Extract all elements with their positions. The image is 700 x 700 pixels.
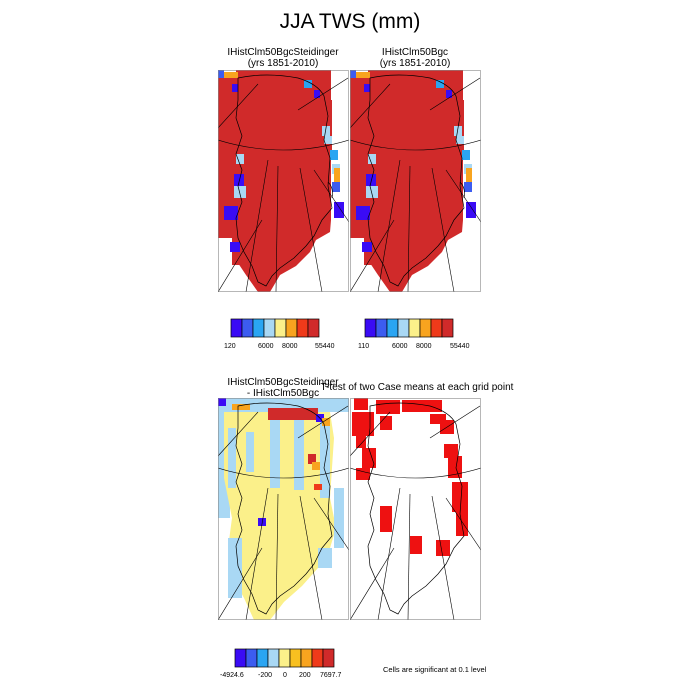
map-top-right (350, 70, 481, 292)
colorbar-top-left-swatches (230, 318, 320, 338)
colorbar-difference-swatches (234, 648, 335, 668)
colorbar-top-right-label-0: 110 (358, 343, 370, 350)
colorbar-top-left-label-1: 6000 (258, 343, 274, 350)
panel-title-top-right-line2: (yrs 1851-2010) (379, 58, 451, 69)
colorbar-difference-swatch (267, 648, 280, 668)
panel-title-bottom-left-line1: IHistClm50BgcSteidinger (227, 377, 339, 388)
colorbar-top-right-swatch (386, 318, 399, 338)
graticule (218, 405, 349, 620)
colorbar-difference (234, 648, 344, 673)
colorbar-top-left-swatch (230, 318, 243, 338)
colorbar-top-right (364, 318, 466, 343)
panel-title-top-right-line1: IHistClm50Bgc (381, 47, 449, 58)
panel-title-top-left-line2: (yrs 1851-2010) (247, 58, 319, 69)
ice-sheet-field (350, 70, 464, 292)
panel-title-bottom-left: IHistClm50BgcSteidinger - IHistClm50Bgc (218, 377, 348, 399)
map-bottom-right-significance (350, 398, 481, 620)
colorbar-top-right-swatch (408, 318, 421, 338)
significance-note: Cells are significant at 0.1 level (383, 665, 487, 674)
map-bottom-left-difference (218, 398, 349, 620)
colorbar-difference-swatch (256, 648, 269, 668)
colorbar-top-right-swatches (364, 318, 454, 338)
panel-title-bottom-left-line2: - IHistClm50Bgc (246, 388, 320, 399)
coastline (367, 402, 465, 615)
colorbar-top-right-swatch (419, 318, 432, 338)
panel-title-bottom-right: T-test of two Case means at each grid po… (320, 382, 514, 393)
colorbar-difference-label-1: -200 (258, 672, 273, 679)
colorbar-difference-label-4: 7697.7 (320, 672, 342, 679)
significant-cells (352, 398, 468, 556)
coastline (235, 402, 333, 615)
figure-title: JJA TWS (mm) (279, 10, 421, 33)
colorbar-difference-label-2: 0 (283, 672, 287, 679)
colorbar-top-left-swatch (307, 318, 320, 338)
graticule (350, 77, 481, 292)
colorbar-top-right-label-1: 6000 (392, 343, 408, 350)
colorbar-difference-swatch (300, 648, 313, 668)
colorbar-difference-swatch (289, 648, 302, 668)
colorbar-top-left-swatch (296, 318, 309, 338)
colorbar-difference-labels: -4924.6 -200 0 200 7697.7 (220, 672, 350, 682)
graticule (218, 77, 349, 292)
panel-title-top-left: IHistClm50BgcSteidinger (yrs 1851-2010) (218, 47, 348, 69)
coastline (367, 74, 465, 287)
colorbar-top-left-swatch (263, 318, 276, 338)
colorbar-top-right-swatch (375, 318, 388, 338)
colorbar-top-left-swatch (252, 318, 265, 338)
coastline (235, 74, 333, 287)
colorbar-top-right-labels: 110 6000 8000 55440 (358, 343, 476, 353)
colorbar-top-right-label-3: 55440 (450, 343, 470, 350)
map-top-left (218, 70, 349, 292)
colorbar-top-left-label-2: 8000 (282, 343, 298, 350)
colorbar-top-left-swatch (274, 318, 287, 338)
colorbar-top-right-label-2: 8000 (416, 343, 432, 350)
colorbar-top-right-swatch (364, 318, 377, 338)
coastal-cells (218, 70, 344, 252)
colorbar-difference-swatch (234, 648, 247, 668)
panel-title-top-right: IHistClm50Bgc (yrs 1851-2010) (350, 47, 480, 69)
colorbar-top-right-swatch (441, 318, 454, 338)
colorbar-difference-swatch (311, 648, 324, 668)
colorbar-top-right-swatch (430, 318, 443, 338)
colorbar-difference-label-3: 200 (299, 672, 311, 679)
colorbar-top-left-swatch (285, 318, 298, 338)
colorbar-top-left-label-0: 120 (224, 343, 236, 350)
colorbar-top-left-labels: 120 6000 8000 55440 (224, 343, 334, 353)
colorbar-difference-swatch (278, 648, 291, 668)
colorbar-difference-swatch (322, 648, 335, 668)
colorbar-difference-swatch (245, 648, 258, 668)
colorbar-difference-label-0: -4924.6 (220, 672, 244, 679)
graticule (350, 405, 481, 620)
colorbar-top-left-swatch (241, 318, 254, 338)
colorbar-top-right-swatch (397, 318, 410, 338)
colorbar-top-left (230, 318, 332, 343)
coastal-cells (350, 70, 476, 252)
colorbar-top-left-label-3: 55440 (315, 343, 335, 350)
panel-title-top-left-line1: IHistClm50BgcSteidinger (227, 47, 339, 58)
